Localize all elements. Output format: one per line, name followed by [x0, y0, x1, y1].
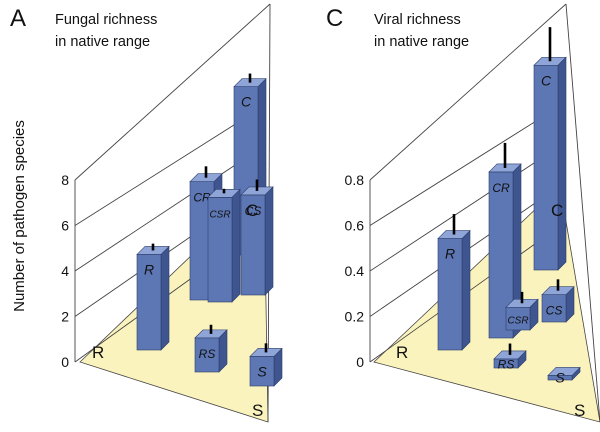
y-axis-label: Number of pathogen species: [11, 120, 28, 312]
bar-side-face: [231, 188, 241, 303]
gridline: [74, 145, 265, 272]
bar-cs: CS: [541, 279, 575, 323]
panel-c-letter: C: [326, 5, 343, 32]
gridline: [74, 105, 265, 226]
bar-label: S: [257, 363, 267, 379]
panel-a-corner-s: S: [252, 401, 263, 420]
bar-s: S: [547, 366, 581, 386]
panel-a-title-line1: Fungal richness: [55, 12, 157, 28]
panel-c-tick: 0: [356, 354, 364, 370]
bar-csr: CSR: [207, 188, 241, 303]
panel-c-tick: 0.2: [345, 309, 365, 325]
bar-rs: RS: [194, 324, 228, 373]
panel-a-corner-c: C: [246, 201, 258, 220]
bar-label: CSR: [209, 209, 230, 220]
panel-a-title-line2: in native range: [55, 34, 150, 50]
panel-c-tick: 0.4: [345, 263, 365, 279]
bar-r: R: [437, 214, 471, 351]
panel-a-tick: 2: [61, 309, 69, 325]
panel-a-tick: 6: [61, 218, 69, 234]
bar-side-face: [160, 245, 170, 351]
gridline: [369, 145, 561, 272]
bar-label: CR: [492, 181, 510, 195]
bar-front-face: [437, 238, 463, 351]
bar-label: CS: [245, 204, 262, 218]
panel-a-letter: A: [10, 5, 26, 32]
bar-label: R: [144, 261, 154, 277]
bar-label: C: [241, 94, 252, 110]
bar-top-face: [547, 367, 581, 376]
panel-c-corner-c: C: [551, 201, 563, 220]
bar-label: RS: [199, 347, 216, 361]
bar-front-face: [249, 356, 275, 387]
bar-front-face: [541, 294, 567, 323]
bar-c: C: [533, 27, 567, 271]
bar-r: R: [136, 243, 170, 351]
bar-label: RS: [498, 357, 515, 371]
panel-c-corner-s: S: [574, 401, 585, 420]
panel-a-tick: 0: [61, 354, 69, 370]
bar-side-face: [264, 186, 274, 296]
bar-side-face: [461, 229, 471, 351]
bar-label: R: [445, 246, 455, 262]
panel-a-tick: 4: [61, 263, 69, 279]
bar-front-face: [240, 194, 266, 296]
panel-c-tick: 0.8: [345, 172, 365, 188]
bar-s: S: [249, 343, 283, 387]
bar-csr: CSR: [505, 291, 539, 331]
panel-a-tick: 8: [61, 172, 69, 188]
bar-label: CR: [193, 191, 211, 205]
gridline: [369, 105, 561, 226]
panel-c-title-line1: Viral richness: [374, 12, 461, 28]
bar-front-face: [533, 64, 559, 271]
bar-side-face: [557, 56, 567, 271]
panel-c-tick: 0.6: [345, 218, 365, 234]
bar-cs: CS: [240, 179, 274, 296]
bar-label: CSR: [507, 316, 528, 327]
back-edge-line: [565, 3, 600, 423]
bar-label: C: [541, 72, 552, 88]
panel-a-corner-r: R: [92, 343, 104, 362]
gridline: [74, 3, 271, 181]
bar-label: CS: [546, 304, 563, 318]
panel-c-corner-r: R: [396, 343, 408, 362]
panel-c-title-line2: in native range: [374, 34, 469, 50]
bar-rs: RS: [493, 343, 527, 371]
bar-label: S: [555, 370, 565, 386]
bar-front-face: [136, 254, 162, 351]
gridline: [369, 3, 567, 181]
